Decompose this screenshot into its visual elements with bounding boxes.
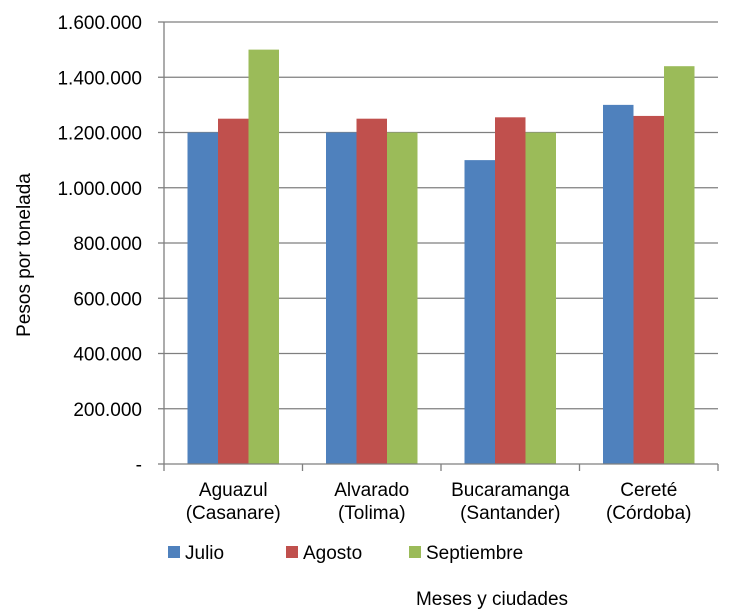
bar [248,49,279,464]
bar [633,115,664,465]
y-tick-label: 200.000 [73,400,142,421]
bar [218,118,249,464]
bar [187,132,218,464]
x-category-label: Cereté [620,480,677,501]
legend-label: Julio [185,543,224,564]
bars [187,49,695,465]
x-category-label: (Santander) [460,503,560,524]
bar [326,132,357,464]
x-category-label: Alvarado [334,480,409,501]
y-axis-title: Pesos por tonelada [14,173,35,337]
legend-swatch [409,546,421,558]
x-category-label: (Casanare) [186,503,281,524]
x-category-label: (Córdoba) [606,503,692,524]
axes [158,21,719,471]
legend-swatch [168,546,180,558]
legend-item: Septiembre [409,543,523,564]
y-tick-label: 1.600.000 [57,13,142,34]
bar [495,117,526,465]
bar [464,160,495,464]
legend: Julio Agosto Septiembre [168,543,523,564]
bar [603,104,634,464]
legend-label: Septiembre [426,543,523,564]
bar [525,132,556,464]
y-tick-label: 600.000 [73,289,142,310]
y-tick-label: 1.400.000 [57,68,142,89]
y-tick-labels: - 200.000 400.000 600.000 800.000 1.000.000 1.… [57,13,142,476]
legend-item: Julio [168,543,224,564]
y-tick-label: 800.000 [73,234,142,255]
x-category-label: Aguazul [199,480,268,501]
bar [664,66,695,464]
x-axis-title: Meses y ciudades [416,589,568,610]
legend-swatch [286,546,298,558]
bar [387,132,418,464]
y-tick-label: 1.000.000 [57,179,142,200]
y-tick-label: 1.200.000 [57,124,142,145]
x-category-label: Bucaramanga [451,480,570,501]
legend-label: Agosto [303,543,362,564]
x-category-labels: Aguazul(Casanare) Alvarado(Tolima) Bucaram… [186,480,692,524]
legend-item: Agosto [286,543,362,564]
y-tick-label: - [136,455,142,476]
bar [356,118,387,464]
x-category-label: (Tolima) [338,503,406,524]
y-tick-label: 400.000 [73,345,142,366]
